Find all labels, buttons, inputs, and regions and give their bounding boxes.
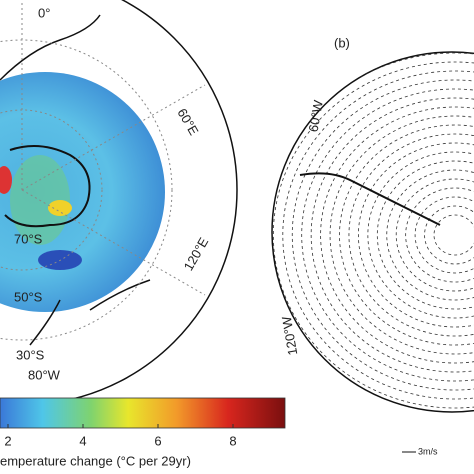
colorbar-tick-label: 2 (4, 433, 11, 448)
map-label: 30°S (16, 347, 45, 362)
colorbar-ramp (0, 397, 286, 429)
scale-label: 3m/s (418, 446, 438, 456)
wind-streak (386, 169, 474, 301)
panel-label: (b) (334, 35, 350, 50)
map-label: 50°S (14, 289, 43, 304)
colorbar-tick-label: 6 (154, 433, 161, 448)
wind-streak (348, 133, 474, 337)
colorbar-label: emperature change (°C per 29yr) (0, 453, 191, 468)
wind-streak (291, 79, 474, 391)
map-label: 70°S (14, 231, 43, 246)
wind-streak (367, 151, 474, 319)
map-label: 0° (38, 5, 50, 20)
map-label: 60°E (174, 106, 201, 138)
map-label: 120°E (181, 235, 212, 274)
colorbar-tick-label: 4 (79, 433, 86, 448)
wind-streak (433, 214, 474, 256)
colorbar-tick-label: 8 (229, 433, 236, 448)
wind-streak (339, 124, 474, 346)
wind-streak (301, 88, 474, 382)
panel-a: 0° 60°E 120°E 70°S 50°S 30°S 80°W (0, 0, 238, 406)
wind-streak (272, 52, 474, 412)
map-label: 120°W (279, 315, 301, 357)
colorbar: emperature change (°C per 29yr) 2 4 6 8 (0, 397, 286, 468)
wind-streak (424, 205, 474, 265)
map-label: 60°W (306, 98, 326, 133)
wind-streak (357, 142, 474, 328)
wind-streak (310, 97, 474, 373)
panel-b: (b) 60°W 120°W 3m/s (271, 35, 474, 456)
wind-streak (320, 106, 474, 364)
wind-streak (272, 61, 474, 409)
wind-streak (414, 196, 474, 274)
wind-streak (405, 187, 474, 283)
map-label: 80°W (28, 367, 61, 382)
wind-streak (395, 178, 474, 292)
wind-streak (376, 160, 474, 310)
